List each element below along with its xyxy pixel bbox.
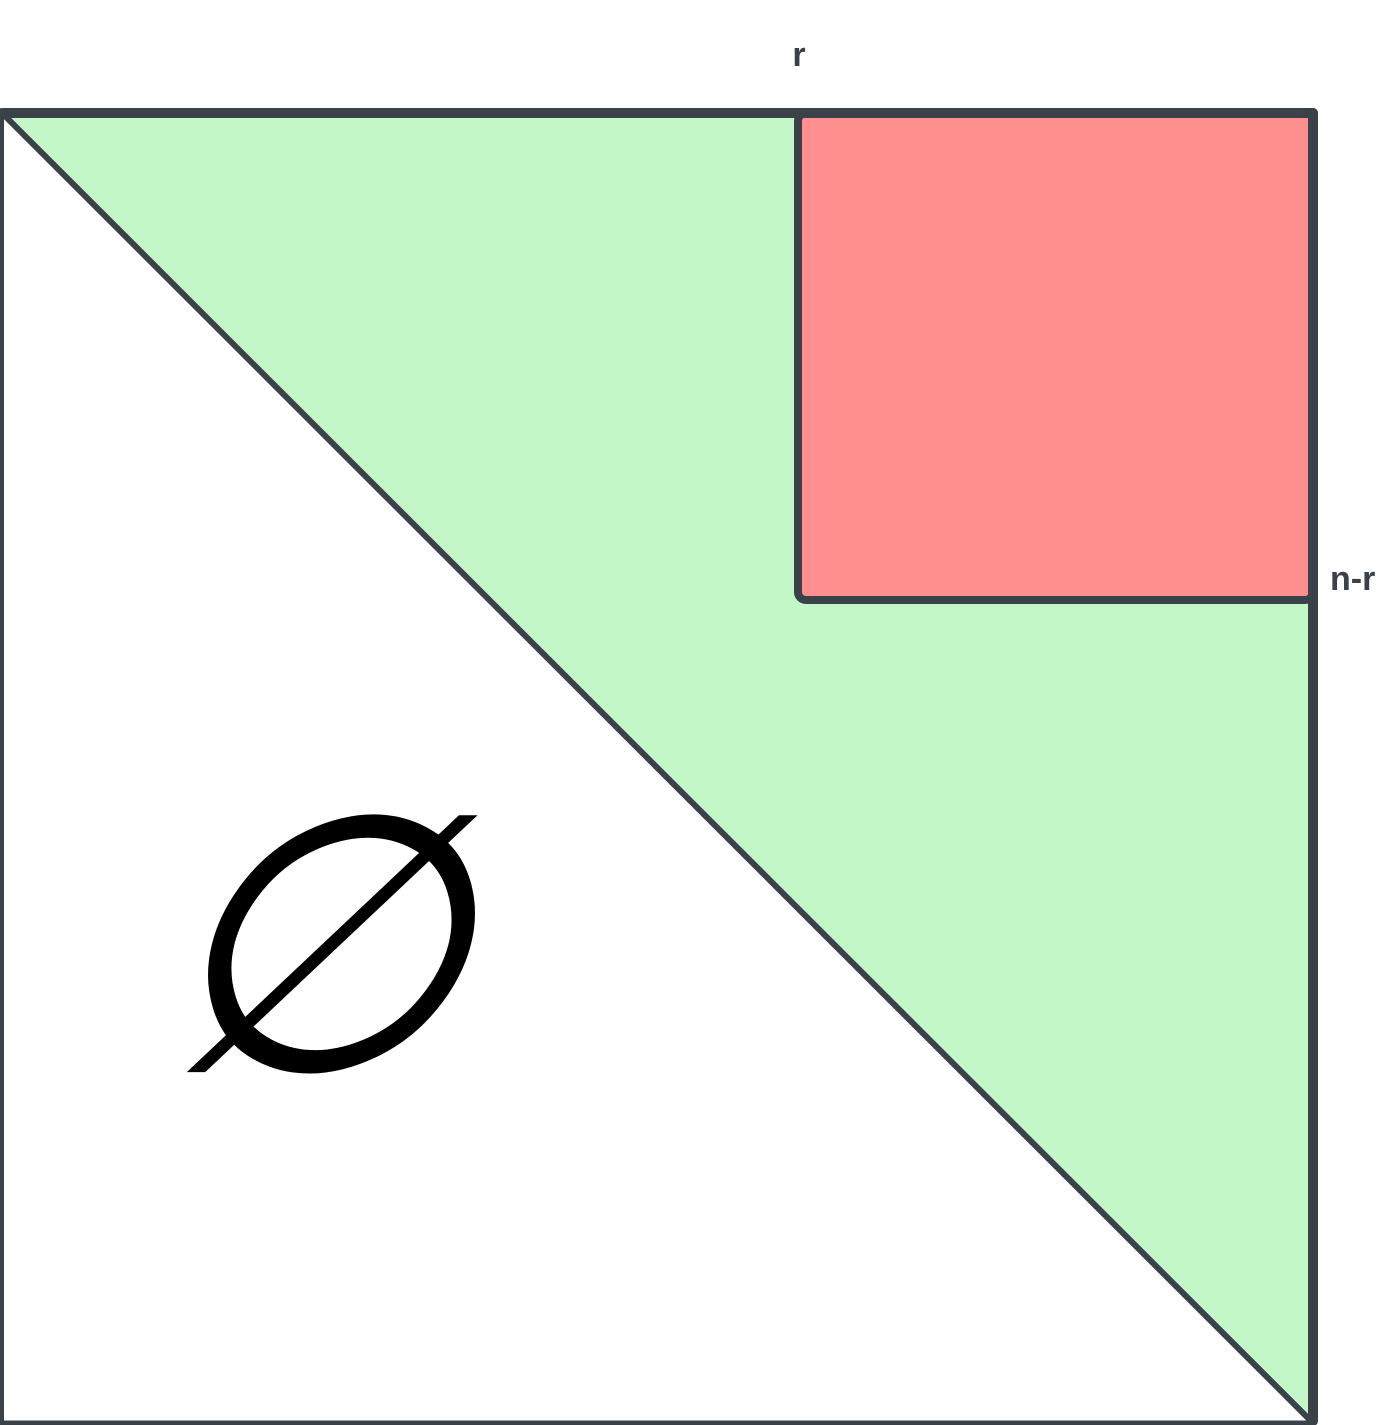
top-right-block [798, 113, 1313, 600]
empty-set-symbol: ∅ [153, 736, 485, 1155]
diagonal-line [0, 110, 1316, 1425]
label-r: r [792, 36, 805, 74]
label-n-minus-r: n-r [1330, 560, 1375, 598]
